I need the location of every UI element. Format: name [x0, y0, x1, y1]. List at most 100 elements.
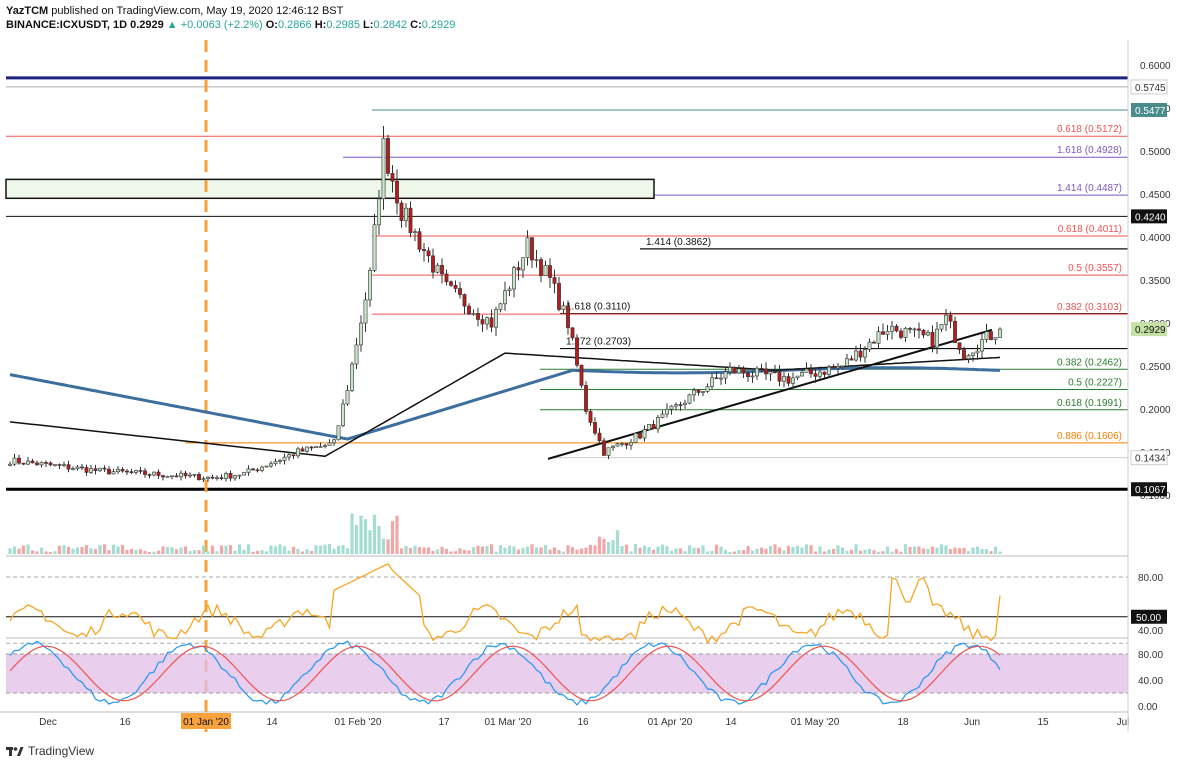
- candle-body: [903, 328, 908, 338]
- candle-body: [323, 445, 327, 447]
- candle-body: [813, 373, 818, 377]
- volume-bar: [66, 546, 71, 554]
- x-tick-label: 16: [577, 717, 589, 728]
- candle-body: [26, 460, 30, 465]
- x-axis[interactable]: Dec 16 01 Jan '20 14 01 Feb '20 17 01 Mar '20 1…: [39, 713, 1129, 729]
- volume-bar: [278, 544, 282, 554]
- volume-bar: [836, 545, 840, 554]
- volume-bar: [386, 539, 390, 554]
- fib-level-label: 0.5 (0.3557): [1068, 263, 1122, 274]
- volume-bar: [255, 550, 260, 554]
- volume-bar: [233, 550, 237, 554]
- price-tick-label: 0.4500: [1140, 190, 1171, 201]
- volume-bar: [615, 530, 620, 554]
- volume-bar: [876, 551, 881, 554]
- candle-body: [791, 377, 795, 384]
- author-name[interactable]: YazTCM: [6, 5, 49, 17]
- candle-body: [125, 470, 129, 473]
- candle-body: [984, 331, 989, 340]
- price-axis-badge-label: 0.1067: [1135, 485, 1166, 496]
- volume-bar: [440, 546, 444, 554]
- volume-bar: [660, 544, 665, 554]
- volume-bar: [921, 548, 926, 554]
- candle-body: [804, 368, 809, 373]
- symbol-name[interactable]: BINANCE:ICXUSDT, 1D: [6, 19, 128, 31]
- volume-bar: [669, 550, 674, 554]
- candle-body: [431, 255, 435, 273]
- candle-body: [597, 432, 602, 442]
- candle-body: [53, 464, 57, 466]
- price-pane[interactable]: 0.618 (0.5172) 1.618 (0.4928) 1.414 (0.448…: [5, 40, 1128, 740]
- price-axis-badge: [1130, 450, 1168, 466]
- candle-body: [660, 413, 665, 418]
- volume-bar: [363, 519, 368, 554]
- volume-bar: [291, 546, 296, 554]
- candle-body: [188, 474, 192, 477]
- candle-body: [390, 173, 395, 182]
- candle-body: [512, 267, 516, 290]
- rsi-pane[interactable]: [6, 562, 1128, 645]
- candle-body: [516, 267, 521, 271]
- candle-body: [714, 377, 719, 380]
- candle-body: [854, 350, 858, 361]
- volume-bar: [926, 548, 930, 554]
- candle-body: [525, 237, 530, 259]
- candle-body: [368, 270, 372, 301]
- volume-bar: [318, 545, 323, 554]
- volume-bar: [71, 548, 75, 554]
- volume-bar: [710, 550, 714, 554]
- candle-body: [701, 391, 705, 393]
- candle-body: [606, 447, 611, 456]
- fib-level-label: 1.414 (0.4487): [1057, 183, 1122, 194]
- stoch-tick-label: 40.00: [1138, 676, 1163, 687]
- volume-bar: [129, 548, 134, 554]
- volume-bar: [548, 549, 552, 554]
- candle-body: [147, 474, 152, 476]
- candle-body: [953, 320, 957, 344]
- candle-body: [530, 237, 534, 261]
- tradingview-logo[interactable]: TradingView: [6, 744, 94, 758]
- candle-body: [62, 464, 66, 466]
- candle-body: [435, 265, 440, 273]
- candle-body: [336, 425, 341, 441]
- candle-body: [260, 466, 264, 471]
- candle-body: [57, 464, 62, 466]
- volume-bar: [219, 545, 224, 554]
- candle-body: [543, 265, 548, 276]
- candle-body: [107, 468, 111, 475]
- candle-body: [228, 473, 233, 479]
- volume-bar: [791, 547, 795, 554]
- fib-level-label: 0.5 (0.2227): [1068, 377, 1122, 388]
- price-tick-label: 0.1000: [1140, 491, 1171, 502]
- volume-bar: [539, 547, 543, 554]
- candle-body: [795, 375, 800, 379]
- candle-body: [872, 341, 876, 344]
- candle-body: [102, 467, 107, 470]
- candle-body: [21, 462, 26, 465]
- candle-body: [822, 371, 827, 375]
- candle-body: [750, 375, 755, 378]
- volume-bar: [84, 545, 89, 554]
- candle-body: [602, 440, 606, 456]
- volume-bar: [804, 544, 809, 554]
- price-axis[interactable]: 0.60000.55000.50000.45000.40000.35000.30…: [1127, 40, 1171, 732]
- tradingview-logo-icon: [6, 747, 24, 756]
- candle-body: [629, 442, 633, 446]
- volume-bar: [930, 546, 935, 554]
- volume-bar: [206, 551, 210, 554]
- candle-body: [521, 257, 525, 271]
- candle-body: [242, 472, 246, 476]
- stoch-rsi-pane[interactable]: [0, 640, 1128, 713]
- candle-body: [678, 404, 683, 406]
- candle-body: [593, 422, 597, 434]
- candle-body: [462, 294, 467, 307]
- candle-body: [350, 363, 354, 391]
- volume-bar: [93, 549, 98, 554]
- volume-bar: [728, 551, 732, 554]
- candle-body: [620, 443, 624, 445]
- volume-bar: [98, 544, 102, 554]
- volume-bar: [417, 547, 422, 554]
- volume-bar: [287, 550, 291, 554]
- candle-body: [980, 339, 984, 352]
